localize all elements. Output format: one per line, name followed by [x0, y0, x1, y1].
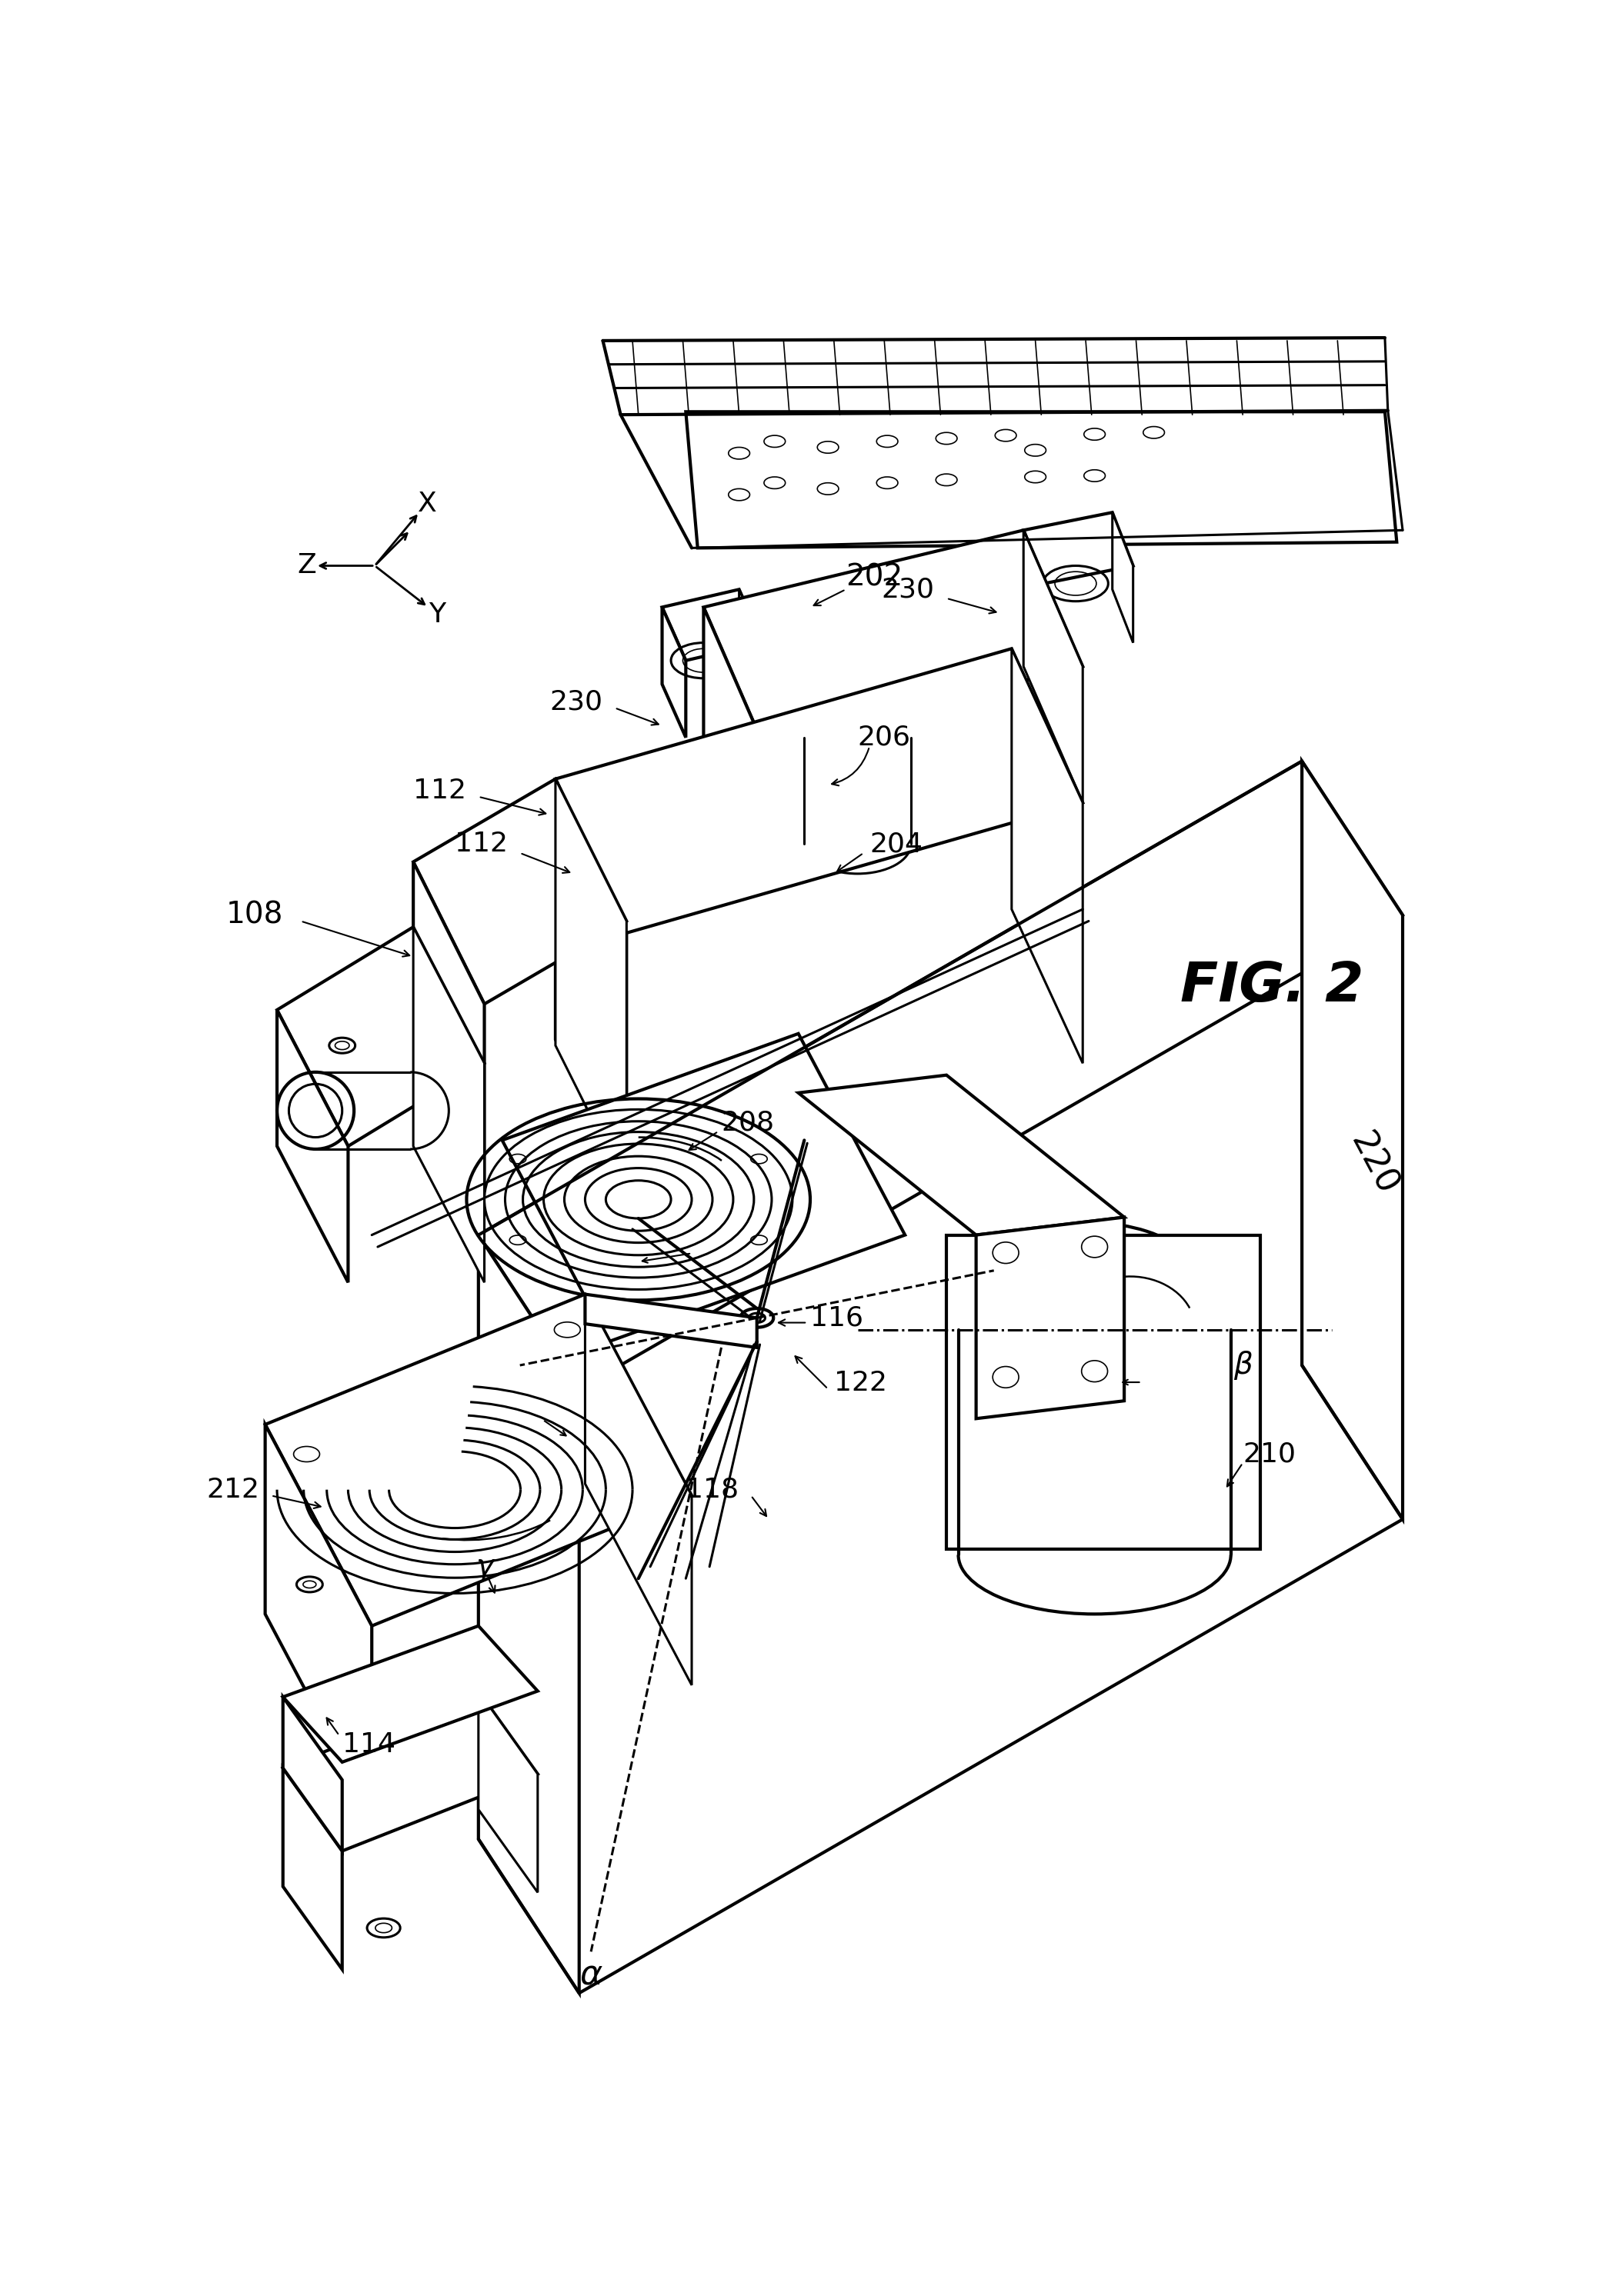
Text: X: X — [417, 491, 436, 517]
Polygon shape — [1024, 530, 1045, 661]
Polygon shape — [283, 1768, 342, 1970]
Text: 210: 210 — [1242, 1442, 1295, 1467]
Polygon shape — [585, 1295, 757, 1348]
Text: γ: γ — [475, 1552, 493, 1582]
Polygon shape — [413, 861, 485, 1187]
Text: 112: 112 — [413, 778, 467, 804]
Text: 202: 202 — [846, 563, 903, 592]
Polygon shape — [265, 1295, 691, 1626]
Polygon shape — [1302, 762, 1403, 1520]
Polygon shape — [1011, 650, 1082, 1063]
Polygon shape — [478, 762, 1403, 1389]
Text: 208: 208 — [722, 1109, 775, 1137]
Text: 204: 204 — [869, 831, 922, 856]
Text: 206: 206 — [858, 726, 911, 751]
Polygon shape — [975, 1217, 1124, 1419]
Polygon shape — [556, 778, 627, 1187]
Polygon shape — [704, 530, 1082, 744]
Text: 122: 122 — [833, 1371, 887, 1396]
Text: 212: 212 — [207, 1476, 260, 1504]
Polygon shape — [662, 590, 762, 661]
Polygon shape — [265, 1424, 371, 1816]
Polygon shape — [478, 1692, 538, 1892]
Polygon shape — [740, 590, 762, 719]
Text: β: β — [1234, 1350, 1252, 1380]
Polygon shape — [478, 1235, 580, 1993]
Polygon shape — [1024, 512, 1134, 583]
Polygon shape — [413, 778, 627, 1003]
Polygon shape — [278, 1010, 349, 1283]
Polygon shape — [283, 1697, 342, 1851]
Text: 230: 230 — [549, 689, 602, 714]
Text: 114: 114 — [342, 1731, 396, 1756]
Text: 108: 108 — [226, 900, 283, 930]
Text: α: α — [580, 1958, 602, 1993]
Polygon shape — [283, 1626, 538, 1761]
Polygon shape — [1024, 530, 1082, 804]
Polygon shape — [413, 928, 485, 1283]
Text: 118: 118 — [686, 1476, 740, 1504]
Polygon shape — [278, 928, 485, 1146]
Polygon shape — [585, 1295, 691, 1685]
Polygon shape — [556, 650, 1082, 932]
Polygon shape — [1113, 512, 1134, 643]
Polygon shape — [662, 606, 686, 737]
Polygon shape — [946, 1235, 1260, 1550]
Text: 112: 112 — [455, 831, 509, 856]
Polygon shape — [556, 778, 627, 1194]
Text: 230: 230 — [882, 576, 935, 602]
Text: Z: Z — [297, 553, 317, 579]
Polygon shape — [502, 1033, 904, 1341]
Polygon shape — [704, 606, 762, 879]
Polygon shape — [686, 411, 1397, 549]
Text: FIG. 2: FIG. 2 — [1181, 960, 1365, 1013]
Polygon shape — [798, 1075, 1124, 1235]
Text: 220: 220 — [1344, 1127, 1403, 1201]
Text: 116: 116 — [811, 1304, 864, 1332]
Polygon shape — [283, 1692, 538, 1851]
Text: Y: Y — [428, 602, 446, 627]
